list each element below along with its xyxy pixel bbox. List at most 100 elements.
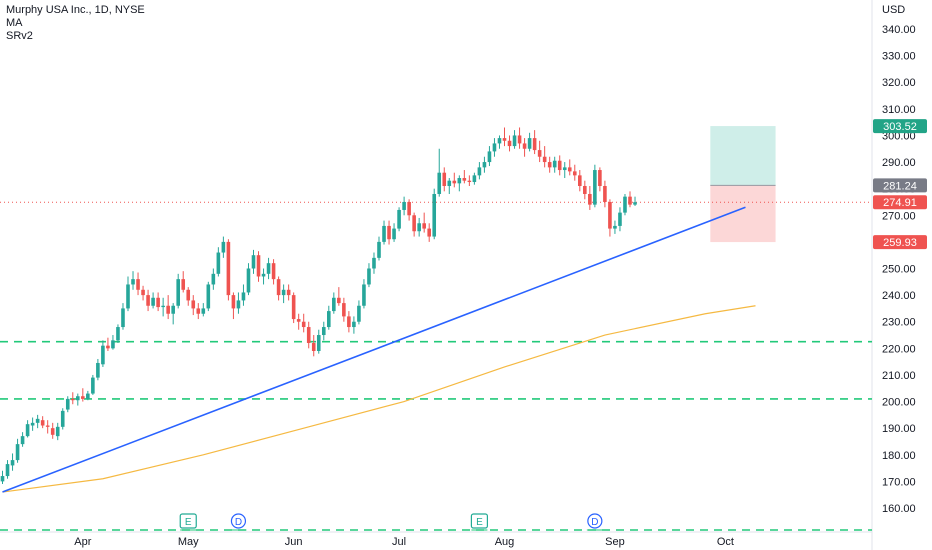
candle-body[interactable] bbox=[311, 343, 316, 351]
candle-body[interactable] bbox=[633, 202, 637, 205]
candle-body[interactable] bbox=[367, 268, 371, 285]
candle-body[interactable] bbox=[256, 255, 261, 277]
target-price-label-box[interactable] bbox=[873, 119, 927, 134]
candle-body[interactable] bbox=[65, 398, 70, 410]
candle-body[interactable] bbox=[121, 308, 125, 328]
candle-body[interactable] bbox=[20, 436, 25, 445]
candle-body[interactable] bbox=[0, 476, 5, 482]
candle-body[interactable] bbox=[81, 396, 85, 399]
candle-body[interactable] bbox=[432, 193, 437, 237]
candle-body[interactable] bbox=[572, 171, 577, 176]
candle-body[interactable] bbox=[241, 292, 246, 301]
candle-body[interactable] bbox=[402, 201, 406, 210]
earnings-marker[interactable] bbox=[179, 513, 197, 529]
candle-body[interactable] bbox=[181, 279, 186, 290]
candle-body[interactable] bbox=[357, 305, 361, 322]
candle-body[interactable] bbox=[316, 335, 321, 351]
moving-average-line[interactable] bbox=[2, 305, 756, 493]
candle-body[interactable] bbox=[25, 424, 30, 437]
candle-body[interactable] bbox=[447, 180, 452, 187]
candle-body[interactable] bbox=[608, 201, 612, 229]
candle-body[interactable] bbox=[412, 215, 416, 232]
candle-body[interactable] bbox=[427, 228, 431, 237]
candle-body[interactable] bbox=[50, 428, 55, 435]
candle-body[interactable] bbox=[562, 167, 567, 171]
candle-body[interactable] bbox=[131, 279, 135, 285]
candle-body[interactable] bbox=[5, 464, 10, 477]
candle-body[interactable] bbox=[362, 284, 366, 306]
candle-body[interactable] bbox=[251, 255, 256, 269]
candle-body[interactable] bbox=[60, 410, 65, 427]
candle-body[interactable] bbox=[86, 393, 90, 399]
candle-body[interactable] bbox=[517, 135, 522, 144]
candle-body[interactable] bbox=[407, 201, 411, 216]
candle-body[interactable] bbox=[106, 345, 110, 349]
candle-body[interactable] bbox=[321, 327, 326, 336]
candle-body[interactable] bbox=[30, 422, 35, 426]
candle-body[interactable] bbox=[171, 305, 175, 314]
last-price-label-box[interactable] bbox=[873, 195, 927, 210]
candle-body[interactable] bbox=[301, 321, 306, 328]
candle-body[interactable] bbox=[392, 228, 396, 240]
candle-body[interactable] bbox=[512, 135, 517, 147]
candle-body[interactable] bbox=[547, 162, 552, 168]
candle-body[interactable] bbox=[126, 284, 130, 309]
candle-body[interactable] bbox=[291, 295, 296, 320]
candle-body[interactable] bbox=[96, 362, 100, 378]
candle-body[interactable] bbox=[286, 289, 291, 296]
candle-body[interactable] bbox=[226, 241, 231, 296]
candle-body[interactable] bbox=[55, 426, 60, 437]
trendline[interactable] bbox=[2, 206, 746, 493]
candle-body[interactable] bbox=[296, 319, 301, 322]
candle-body[interactable] bbox=[45, 425, 50, 427]
dividend-marker[interactable] bbox=[587, 513, 603, 529]
candle-body[interactable] bbox=[337, 297, 341, 304]
candle-body[interactable] bbox=[623, 196, 627, 213]
candle-body[interactable] bbox=[101, 345, 105, 365]
candle-body[interactable] bbox=[588, 193, 592, 205]
candle-body[interactable] bbox=[352, 321, 356, 328]
candle-body[interactable] bbox=[452, 180, 457, 184]
candle-body[interactable] bbox=[116, 327, 120, 341]
candle-body[interactable] bbox=[437, 172, 442, 194]
candle-body[interactable] bbox=[502, 138, 507, 141]
candle-body[interactable] bbox=[161, 305, 165, 308]
candle-body[interactable] bbox=[276, 279, 281, 296]
candle-body[interactable] bbox=[176, 279, 180, 306]
candle-body[interactable] bbox=[141, 289, 145, 296]
stop-price-label-box[interactable] bbox=[873, 235, 927, 250]
candle-body[interactable] bbox=[76, 396, 80, 401]
target-zone[interactable] bbox=[710, 126, 776, 186]
candle-body[interactable] bbox=[618, 212, 622, 226]
candle-body[interactable] bbox=[327, 311, 331, 328]
stop-zone[interactable] bbox=[710, 185, 776, 243]
candle-body[interactable] bbox=[397, 209, 401, 229]
candle-body[interactable] bbox=[156, 297, 160, 308]
candle-body[interactable] bbox=[221, 241, 226, 253]
candle-body[interactable] bbox=[578, 175, 582, 187]
candle-body[interactable] bbox=[15, 444, 20, 461]
candle-body[interactable] bbox=[136, 279, 140, 290]
candle-body[interactable] bbox=[482, 162, 487, 168]
candle-body[interactable] bbox=[166, 305, 170, 314]
candle-body[interactable] bbox=[557, 160, 562, 171]
candle-body[interactable] bbox=[542, 156, 547, 163]
candle-body[interactable] bbox=[35, 418, 40, 423]
candle-body[interactable] bbox=[457, 178, 462, 184]
candle-body[interactable] bbox=[236, 300, 241, 309]
candle-body[interactable] bbox=[603, 186, 607, 202]
candle-body[interactable] bbox=[522, 143, 527, 149]
candle-body[interactable] bbox=[70, 398, 75, 401]
candle-body[interactable] bbox=[201, 308, 206, 314]
candle-body[interactable] bbox=[477, 167, 482, 176]
candle-body[interactable] bbox=[583, 186, 587, 194]
candle-body[interactable] bbox=[347, 316, 351, 328]
candle-body[interactable] bbox=[532, 138, 537, 151]
candle-body[interactable] bbox=[462, 178, 467, 181]
candle-body[interactable] bbox=[382, 225, 386, 242]
candle-body[interactable] bbox=[377, 241, 381, 258]
candle-body[interactable] bbox=[593, 170, 597, 205]
candle-body[interactable] bbox=[91, 377, 95, 394]
candle-body[interactable] bbox=[206, 284, 211, 309]
